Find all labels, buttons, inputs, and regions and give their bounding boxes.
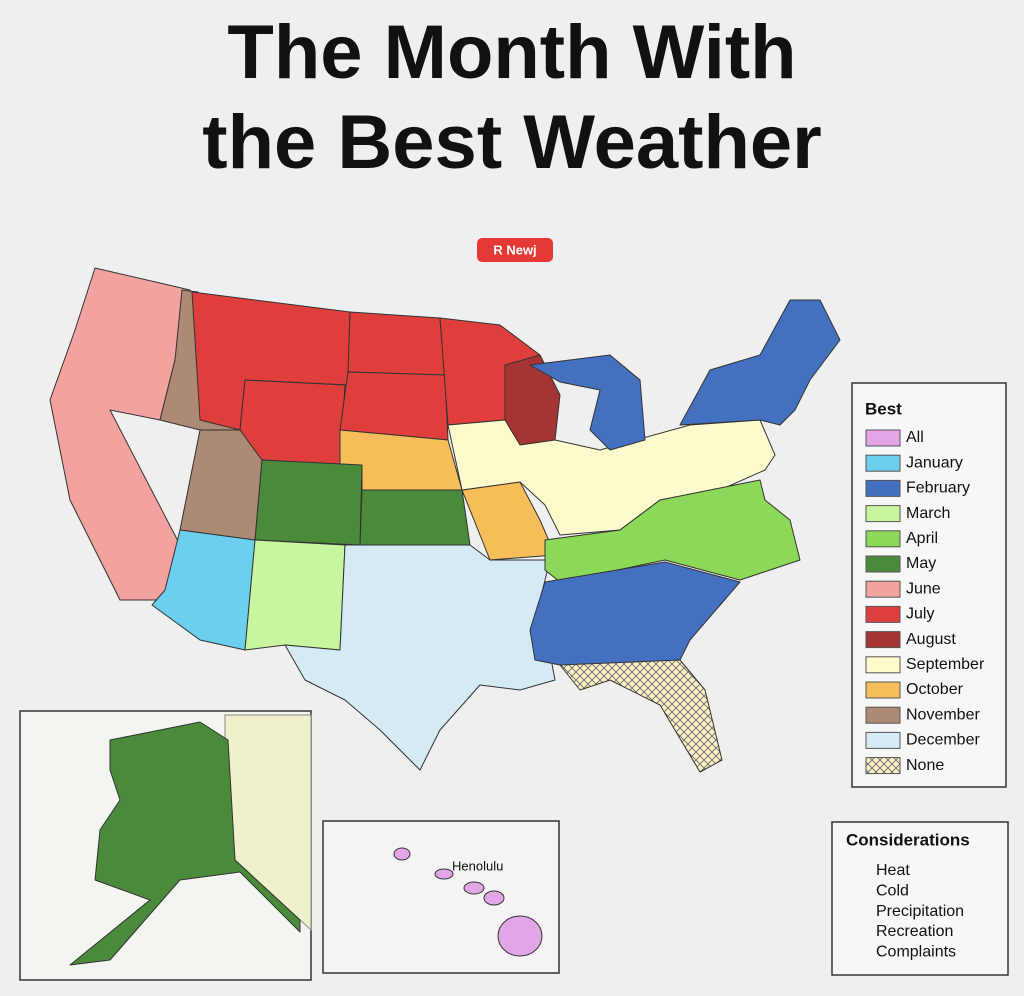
- city-label: Henolulu: [452, 858, 503, 873]
- legend-swatch: [865, 757, 901, 775]
- title-line: The Month With: [227, 10, 796, 95]
- consideration: Recreation: [876, 923, 953, 940]
- region: [447, 419, 776, 536]
- consideration: Precipitation: [876, 903, 964, 920]
- considerations-box: [831, 821, 1009, 976]
- legend-title: Best: [865, 399, 902, 418]
- region: [339, 371, 449, 441]
- legend-label: All: [906, 429, 924, 446]
- consideration: Heat: [876, 862, 910, 879]
- alaska: [69, 721, 301, 966]
- legend-swatch: [865, 731, 901, 749]
- region: [679, 299, 841, 426]
- island: [463, 881, 485, 895]
- title-line: the Best Weather: [202, 100, 821, 185]
- region: [239, 379, 346, 466]
- legend-label: July: [906, 606, 934, 623]
- region: [254, 459, 363, 546]
- legend-items: All January February March April May June July A…: [865, 429, 985, 775]
- legend-label: None: [906, 757, 944, 774]
- legend-swatch: [865, 454, 901, 472]
- region: [49, 267, 191, 601]
- region: [559, 659, 723, 773]
- legend-label: March: [906, 505, 950, 522]
- legend-swatch: [865, 580, 901, 598]
- legend-swatch: [865, 631, 901, 649]
- consideration: Cold: [876, 883, 909, 900]
- legend-label: August: [906, 631, 956, 648]
- legend-label: September: [906, 656, 985, 673]
- legend-label: October: [906, 681, 964, 698]
- island: [393, 847, 411, 861]
- considerations-title: Considerations: [846, 830, 970, 849]
- legend-label: May: [906, 555, 936, 572]
- legend-swatch: [865, 681, 901, 699]
- region: [284, 544, 556, 771]
- legend-swatch: [865, 505, 901, 523]
- legend-swatch: [865, 706, 901, 724]
- legend-label: November: [906, 706, 980, 723]
- legend-swatch: [865, 429, 901, 447]
- legend-label: February: [906, 480, 970, 497]
- island: [483, 890, 505, 906]
- legend-label: April: [906, 530, 938, 547]
- island: [434, 868, 454, 880]
- legend-swatch: [865, 479, 901, 497]
- legend-label: December: [906, 732, 980, 749]
- region: [179, 429, 263, 541]
- island: [497, 915, 543, 957]
- legend-swatch: [865, 656, 901, 674]
- considerations-items: Heat Cold Precipitation Recreation Complaint…: [876, 862, 964, 960]
- legend-swatch: [865, 555, 901, 573]
- hawaii: [393, 847, 543, 957]
- region: [244, 539, 346, 651]
- region: [347, 311, 446, 376]
- region: [359, 489, 471, 546]
- badge: [477, 238, 553, 262]
- badge-text: R Newj: [493, 242, 536, 257]
- us-map: [49, 267, 841, 773]
- legend-label: January: [906, 454, 963, 471]
- legend-swatch: [865, 530, 901, 548]
- region: [529, 354, 646, 451]
- legend-label: June: [906, 580, 941, 597]
- consideration: Complaints: [876, 943, 956, 960]
- legend-swatch: [865, 605, 901, 623]
